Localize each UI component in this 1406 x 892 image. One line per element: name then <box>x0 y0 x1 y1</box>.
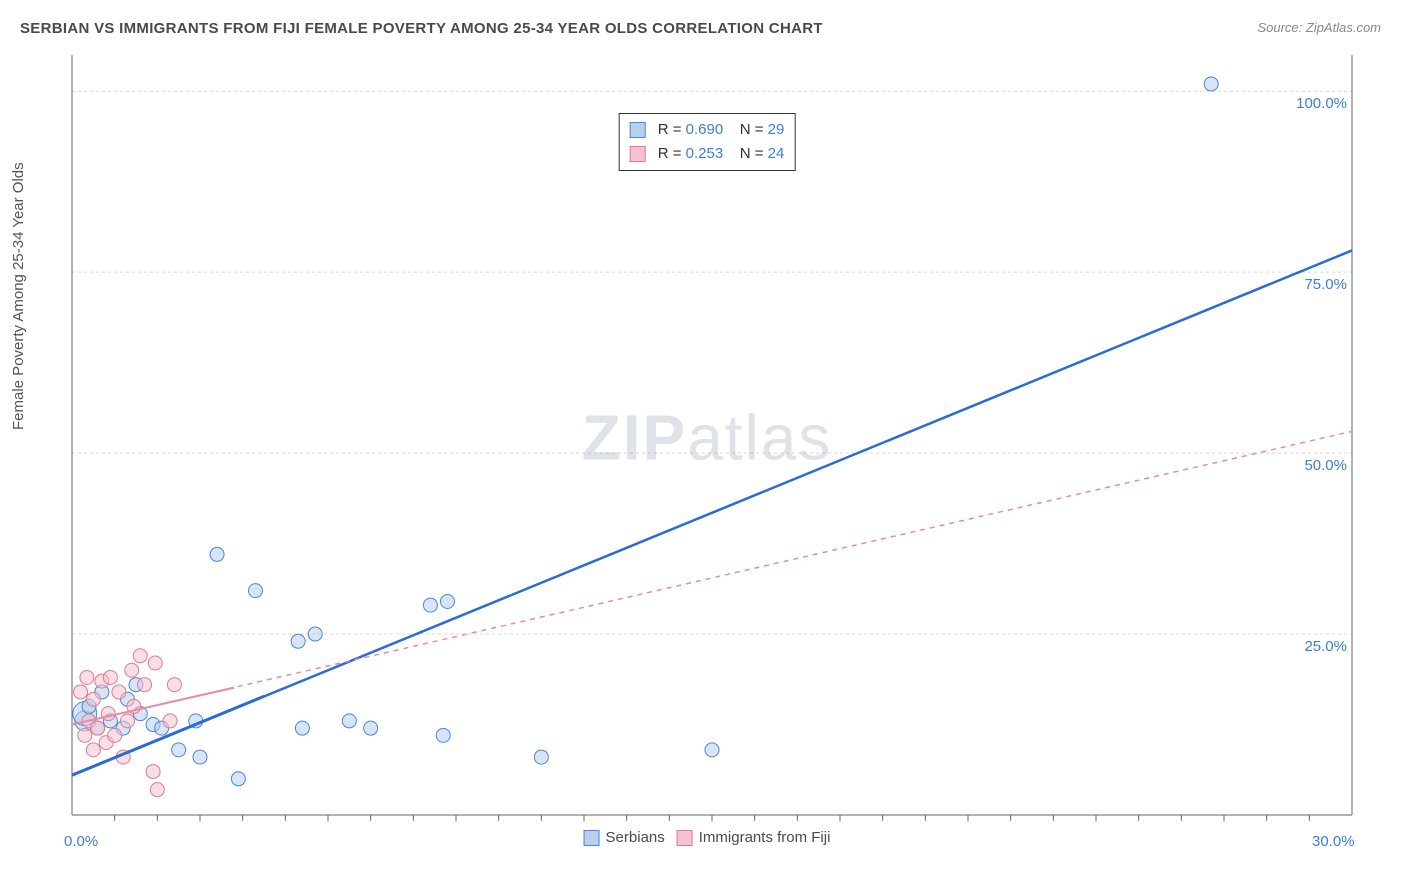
series-legend: Serbians Immigrants from Fiji <box>584 829 831 846</box>
legend-swatch <box>630 146 646 162</box>
legend-swatch <box>584 830 600 846</box>
legend-item-label: Serbians <box>606 829 665 846</box>
y-tick-label: 75.0% <box>1304 276 1347 293</box>
scatter-chart-svg <box>52 55 1362 835</box>
legend-swatch <box>630 122 646 138</box>
legend-row: R = 0.690 N = 29 <box>630 118 785 142</box>
legend-row: R = 0.253 N = 24 <box>630 142 785 166</box>
correlation-legend: R = 0.690 N = 29R = 0.253 N = 24 <box>619 113 796 171</box>
y-axis-label: Female Poverty Among 25-34 Year Olds <box>10 162 27 430</box>
chart-title: SERBIAN VS IMMIGRANTS FROM FIJI FEMALE P… <box>20 20 823 37</box>
y-tick-label: 50.0% <box>1304 457 1347 474</box>
legend-swatch <box>677 830 693 846</box>
x-tick-label: 30.0% <box>1312 833 1355 850</box>
source-attribution: Source: ZipAtlas.com <box>1257 20 1381 35</box>
legend-item: Immigrants from Fiji <box>677 829 831 846</box>
legend-item: Serbians <box>584 829 665 846</box>
chart-area: ZIPatlas R = 0.690 N = 29R = 0.253 N = 2… <box>52 55 1362 835</box>
y-tick-label: 25.0% <box>1304 638 1347 655</box>
x-tick-label: 0.0% <box>64 833 98 850</box>
legend-item-label: Immigrants from Fiji <box>699 829 831 846</box>
y-tick-label: 100.0% <box>1296 95 1347 112</box>
